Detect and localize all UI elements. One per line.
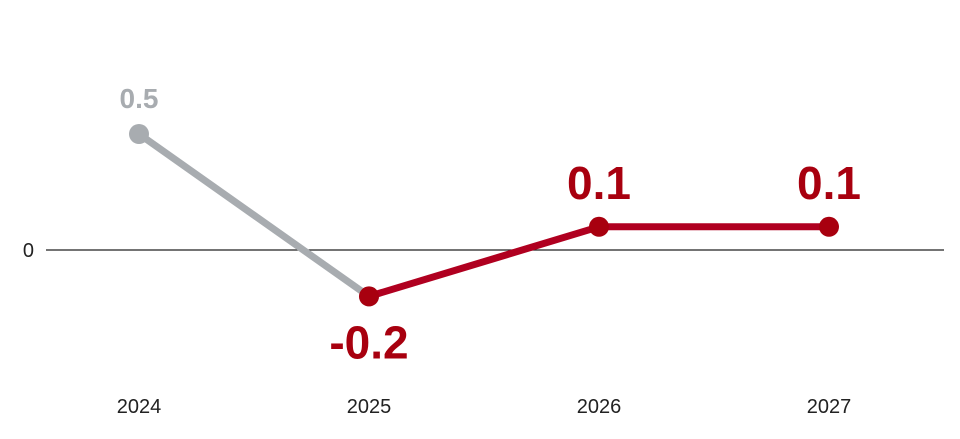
series-layer: [129, 124, 839, 307]
x-tick-label-2027: 2027: [807, 396, 852, 418]
data-label-forecast-2027: 0.1: [797, 157, 861, 209]
x-tick-label-2024: 2024: [117, 396, 162, 418]
data-point-forecast-2025: [359, 286, 379, 307]
zero-axis-label: 0: [23, 240, 34, 262]
x-tick-label-2025: 2025: [347, 396, 392, 418]
data-point-actual-2024: [129, 124, 149, 144]
axis-layer: 0 2024 2025 2026 2027: [23, 240, 944, 418]
data-label-layer: 0.5 -0.2 0.1 0.1: [120, 83, 861, 368]
data-label-forecast-2025: -0.2: [329, 316, 408, 368]
x-tick-label-2026: 2026: [577, 396, 622, 418]
data-point-forecast-2027: [819, 216, 839, 237]
series-line-forecast: [367, 223, 829, 300]
data-label-forecast-2026: 0.1: [567, 157, 631, 209]
data-point-forecast-2026: [589, 216, 609, 237]
series-line-actual: [136, 131, 372, 300]
data-label-actual-2024: 0.5: [120, 83, 159, 114]
